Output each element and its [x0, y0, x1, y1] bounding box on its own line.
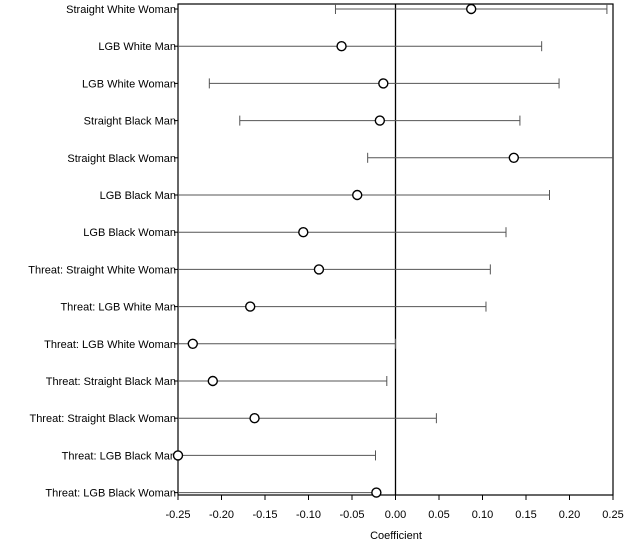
category-label: Straight Black Woman [67, 153, 176, 165]
category-label: Threat: LGB Black Man [62, 450, 176, 462]
estimate-marker [374, 115, 386, 126]
estimate-marker [207, 375, 219, 387]
category-label: Threat: Straight White Woman [28, 264, 176, 276]
estimate-marker [172, 450, 184, 461]
x-tick-label: 0.10 [472, 509, 493, 521]
estimate-marker [298, 226, 309, 238]
x-tick-label: -0.10 [296, 509, 321, 521]
category-label: Threat: Straight Black Woman [29, 413, 176, 425]
category-label: Threat: LGB White Man [60, 302, 176, 314]
x-axis-title: Coefficient [370, 530, 422, 542]
estimate-marker [352, 189, 363, 201]
x-tick-label: 0.05 [428, 509, 449, 521]
category-label: Threat: Straight Black Man [46, 376, 176, 388]
x-tick-label: -0.05 [339, 509, 364, 521]
estimate-marker [378, 78, 389, 89]
x-tick-label: 0.00 [385, 509, 406, 521]
plot-layer: -0.25 -0.20 -0.15 -0.10 -0.05 0.00 0.05 0.10 0.1… [28, 3, 624, 521]
x-tick-label: -0.25 [165, 509, 190, 521]
category-label: Straight Black Man [84, 116, 176, 128]
estimate-marker [371, 487, 382, 498]
category-label: Straight White Woman [66, 4, 176, 16]
x-tick-label: -0.15 [252, 509, 277, 521]
estimate-marker [187, 338, 198, 349]
category-label: Threat: LGB Black Woman [45, 488, 176, 500]
estimate-marker [249, 413, 260, 424]
x-tick-label: -0.20 [209, 509, 234, 521]
x-tick-label: 0.25 [602, 509, 623, 521]
category-label: LGB Black Woman [83, 227, 176, 239]
estimate-marker [508, 152, 520, 164]
category-label: LGB White Man [98, 41, 176, 53]
x-tick-label: 0.20 [559, 509, 580, 521]
category-label: LGB Black Man [100, 190, 176, 202]
estimate-marker [245, 301, 256, 312]
estimate-marker [313, 264, 325, 275]
category-label: LGB White Woman [82, 78, 176, 90]
estimate-marker [465, 3, 477, 15]
category-label: Threat: LGB White Woman [44, 339, 176, 351]
estimate-marker [336, 41, 347, 52]
x-tick-label: 0.15 [515, 509, 536, 521]
